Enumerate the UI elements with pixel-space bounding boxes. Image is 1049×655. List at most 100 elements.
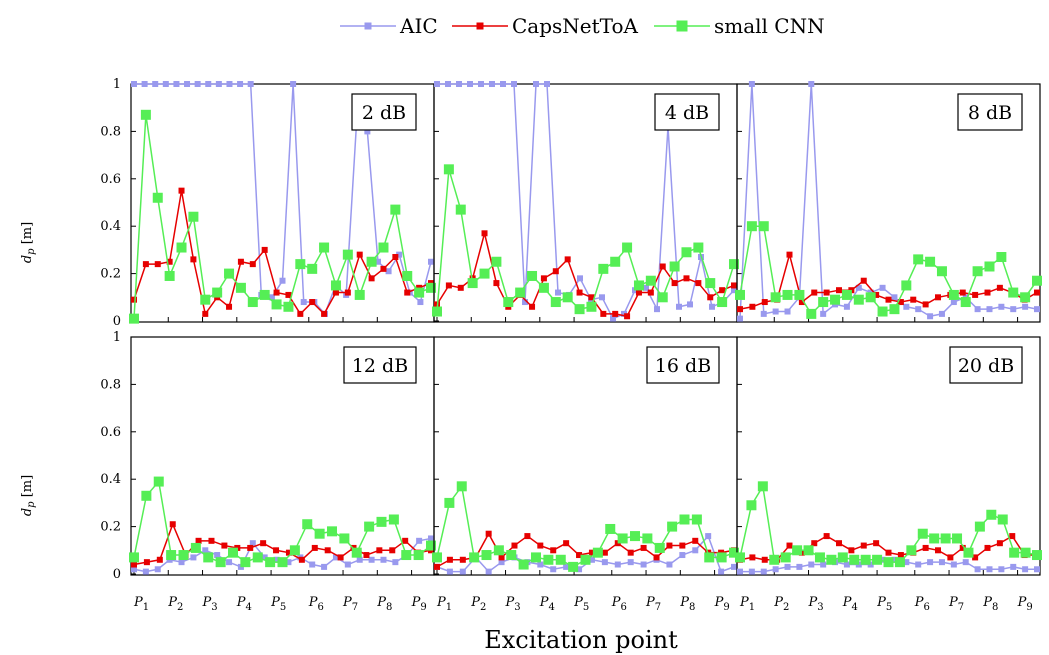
series-capsnettoa-point: [873, 291, 880, 298]
series-small-cnn-point: [729, 547, 739, 558]
series-small-cnn-point: [792, 545, 803, 556]
series-aic-point: [576, 566, 583, 573]
series-small-cnn-point: [757, 481, 768, 492]
series-aic-point: [215, 81, 222, 87]
series-small-cnn-point: [769, 554, 780, 565]
series-aic-point: [808, 561, 815, 568]
series-capsnettoa-point: [402, 537, 409, 544]
series-small-cnn-point: [414, 287, 425, 298]
series-aic-point: [867, 561, 874, 568]
series-aic-point: [268, 294, 275, 301]
series-capsnettoa-point: [249, 261, 256, 268]
series-capsnettoa-point: [897, 299, 904, 306]
series-aic-point: [385, 268, 392, 275]
series-small-cnn-point: [402, 270, 413, 281]
series-capsnettoa-point: [529, 303, 536, 310]
series-aic-point: [760, 310, 767, 317]
series-aic-point: [214, 552, 221, 559]
y-axis-label-text: dp [m]: [20, 222, 37, 263]
series-aic-point: [915, 306, 922, 313]
series-aic-point: [417, 299, 424, 306]
legend-marker-small-cnn: [676, 20, 688, 32]
series-small-cnn-point: [803, 545, 814, 556]
series-capsnettoa-point: [761, 556, 768, 563]
y-tick-label: 1: [113, 77, 121, 92]
series-capsnettoa-point: [1009, 533, 1016, 540]
series-aic-point: [610, 315, 616, 322]
panel-label: 4 dB: [665, 102, 709, 124]
series-small-cnn-point: [826, 554, 837, 565]
series-capsnettoa-point: [332, 289, 339, 296]
series-aic-point: [621, 310, 627, 317]
series-aic-point: [456, 81, 462, 87]
series-capsnettoa-point: [524, 533, 531, 540]
panel-20-db: P1 P2 P3 P4 P5 P6 P7 P8 P9 20 dB: [735, 336, 1042, 613]
series-capsnettoa-point: [873, 540, 880, 547]
panel-label-box: [343, 346, 417, 384]
x-tick-label: P6: [914, 595, 930, 613]
panel-8-db: 8 dB: [735, 81, 1042, 323]
series-capsnettoa-point: [380, 265, 387, 272]
series-capsnettoa-point: [363, 552, 370, 559]
series-aic-point: [796, 563, 803, 570]
series-aic-point: [202, 547, 209, 554]
series-aic-point: [356, 556, 363, 563]
series-small-cnn-point: [814, 552, 825, 563]
series-small-cnn-point: [592, 547, 603, 558]
series-small-cnn-point: [479, 268, 490, 279]
series-aic-point: [1034, 566, 1040, 573]
series-capsnettoa-point: [445, 282, 452, 289]
series-aic-point: [550, 566, 557, 573]
x-tick-label: P8: [376, 595, 392, 613]
panel-label-box: [949, 346, 1023, 384]
series-aic-point: [467, 81, 473, 87]
series-capsnettoa-point: [131, 296, 137, 303]
y-tick-label: 0.2: [100, 267, 121, 282]
series-capsnettoa-point: [860, 542, 867, 549]
series-capsnettoa-point: [190, 256, 197, 263]
series-small-cnn-point: [467, 278, 478, 289]
series-capsnettoa-point: [537, 542, 544, 549]
series-aic-point: [141, 81, 148, 87]
x-tick-label: P9: [411, 595, 427, 613]
series-small-cnn-point: [366, 256, 377, 267]
y-axis-label: dp [m]: [20, 475, 37, 516]
series-capsnettoa-point: [446, 556, 453, 563]
series-capsnettoa-point: [910, 296, 917, 303]
series-small-cnn-point: [426, 540, 436, 551]
series-small-cnn-point: [849, 554, 860, 565]
series-small-cnn-point: [586, 301, 597, 312]
series-small-cnn-point: [705, 278, 716, 289]
x-tick-label: P7: [342, 595, 358, 613]
series-small-cnn-point: [645, 275, 656, 286]
series-capsnettoa-point: [640, 544, 647, 551]
series-capsnettoa-point: [324, 547, 331, 554]
series-small-cnn-point: [129, 313, 139, 324]
series-aic-point: [784, 308, 791, 315]
y-axis-label-text: dp [m]: [20, 475, 37, 516]
panel-label-box: [957, 93, 1023, 131]
series-small-cnn-point: [538, 282, 549, 293]
legend-label-aic: AIC: [399, 14, 438, 38]
series-capsnettoa-point: [511, 542, 518, 549]
series-aic-point: [459, 568, 466, 575]
series-aic-point: [737, 315, 743, 322]
series-aic-point: [915, 561, 922, 568]
series-small-cnn-point: [1020, 547, 1031, 558]
series-capsnettoa-point: [550, 547, 557, 554]
series-capsnettoa-point: [996, 284, 1003, 291]
series-aic-point: [184, 81, 191, 87]
series-aic-point: [285, 559, 292, 566]
panel-12-db: 0 0.2 0.4 0.6 0.8 1 P1 P2 P3 P4 P5 P6 P7 P8 P9 12 dB: [100, 330, 436, 613]
series-aic-point: [190, 554, 197, 561]
x-tick-label: P9: [714, 595, 730, 613]
x-tick-label: P2: [470, 595, 486, 613]
panel-label: 8 dB: [968, 102, 1012, 124]
series-capsnettoa-point: [481, 230, 488, 237]
series-aic-point: [247, 81, 254, 87]
series-small-cnn-point: [141, 490, 152, 501]
series-capsnettoa-point: [221, 542, 228, 549]
series-aic-point: [374, 258, 381, 265]
series-small-cnn-point: [865, 292, 876, 303]
series-capsnettoa-point: [823, 289, 830, 296]
